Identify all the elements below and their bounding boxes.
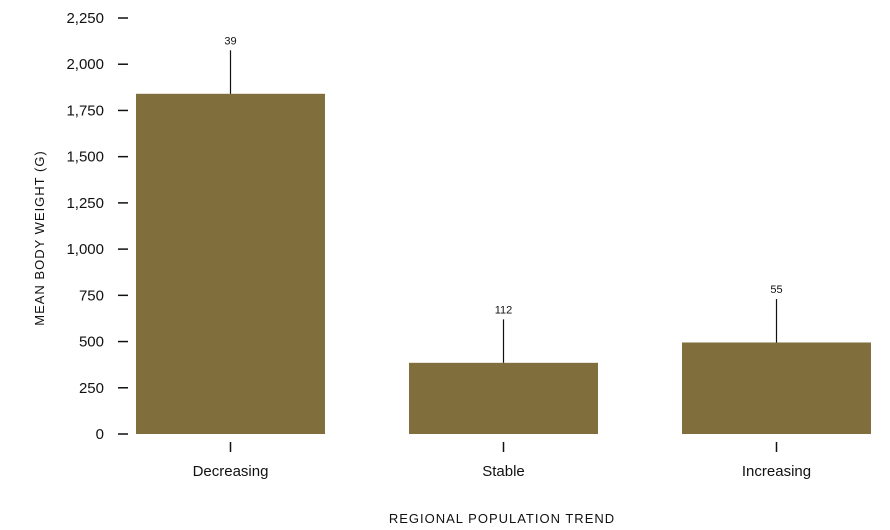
x-tick-label: Increasing [742, 463, 811, 480]
y-tick-label: 500 [79, 334, 104, 351]
data-label: 112 [495, 304, 513, 316]
x-axis: Decreasing Stable Increasing [193, 442, 811, 480]
y-tick-label: 0 [96, 426, 104, 443]
data-label: 39 [224, 35, 236, 47]
y-tick-label: 2,000 [66, 56, 104, 73]
y-axis: 0 250 500 750 1,000 1,250 1,500 1,750 2,000 2,250 [66, 10, 128, 443]
bars: 39 112 55 [136, 35, 871, 434]
y-tick-label: 1,500 [66, 149, 104, 166]
y-tick-label: 750 [79, 287, 104, 304]
y-tick-label: 250 [79, 380, 104, 397]
x-axis-title: REGIONAL POPULATION TREND [389, 511, 615, 526]
bar-stable [409, 362, 598, 434]
x-tick-label: Decreasing [193, 463, 269, 480]
y-tick-label: 2,250 [66, 10, 104, 27]
y-tick-label: 1,000 [66, 241, 104, 258]
bar-decreasing [136, 93, 325, 434]
y-tick-label: 1,250 [66, 195, 104, 212]
data-label: 55 [770, 284, 782, 296]
x-tick-label: Stable [482, 463, 525, 480]
bar-increasing [682, 342, 871, 434]
y-axis-title: MEAN BODY WEIGHT (G) [32, 150, 47, 326]
y-tick-label: 1,750 [66, 102, 104, 119]
